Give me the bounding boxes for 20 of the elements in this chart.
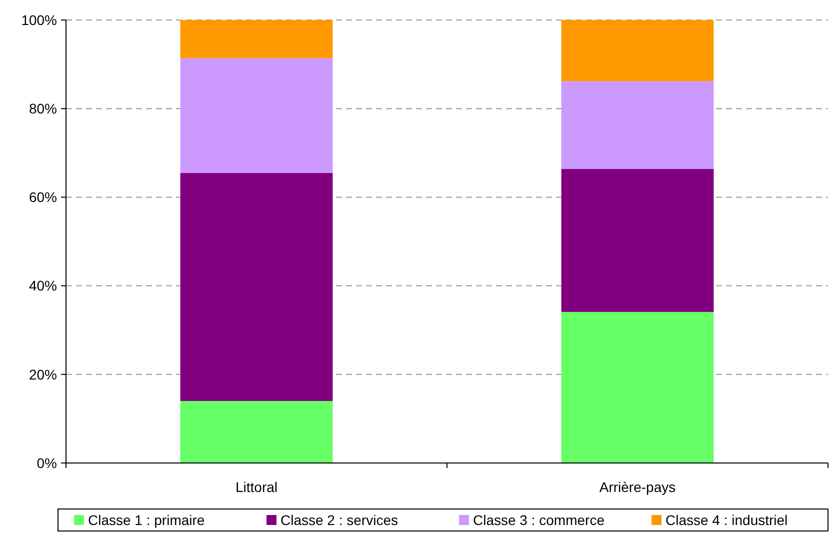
bar (561, 20, 714, 82)
y-tick-label: 40% (28, 278, 57, 294)
bar (180, 58, 333, 173)
y-tick-label: 100% (21, 12, 57, 28)
legend-label: Classe 3 : commerce (473, 512, 605, 528)
legend-label: Classe 4 : industriel (666, 512, 788, 528)
x-tick-label: Arrière-pays (599, 479, 676, 495)
y-tick-label: 0% (36, 454, 57, 471)
bar (561, 81, 714, 169)
bar (180, 20, 333, 58)
x-tick-label: Littoral (235, 479, 278, 495)
bar (561, 312, 714, 463)
y-tick-label: 20% (28, 366, 57, 382)
bar (180, 400, 333, 463)
legend-label: Classe 1 : primaire (88, 512, 205, 528)
legend-label: Classe 2 : services (280, 512, 398, 528)
y-tick-label: 80% (28, 100, 57, 116)
bar (561, 168, 714, 312)
bar (180, 172, 333, 401)
y-tick-label: 60% (28, 189, 57, 206)
